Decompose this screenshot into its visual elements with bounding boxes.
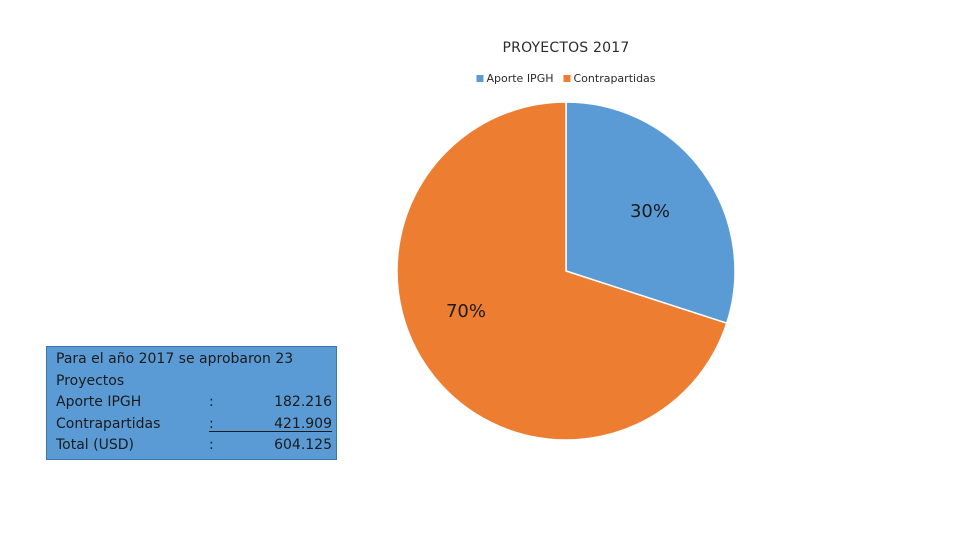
legend-item-aporte: Aporte IPGH: [476, 72, 553, 85]
summary-info-box: Para el año 2017 se aprobaron 23 Proyect…: [46, 346, 337, 460]
data-label-contrapartidas: 70%: [446, 301, 486, 322]
legend-swatch-aporte: [476, 75, 484, 82]
legend-item-contrapartidas: Contrapartidas: [563, 72, 656, 85]
legend-label-contrapartidas: Contrapartidas: [573, 72, 656, 85]
info-label-total: Total (USD): [56, 437, 134, 453]
info-colon-total: :: [209, 437, 214, 453]
info-value-total: 604.125: [274, 437, 332, 453]
pie-slice-contrapartidas: [396, 101, 728, 441]
sum-underline: [209, 430, 332, 432]
info-label-aporte: Aporte IPGH: [56, 394, 142, 410]
pie-slice-aporte: [565, 101, 736, 325]
info-colon-contrapartidas: :: [209, 415, 214, 432]
chart-title: PROYECTOS 2017: [502, 40, 630, 56]
data-label-aporte: 30%: [630, 201, 670, 222]
info-text-line-1: Para el año 2017 se aprobaron 23: [56, 351, 294, 367]
info-label-contrapartidas: Contrapartidas: [56, 415, 161, 432]
info-text-line-2: Proyectos: [56, 372, 125, 389]
info-line-1: Para el año 2017 se aprobaron 23: [56, 349, 336, 371]
legend-swatch-contrapartidas: [563, 75, 571, 82]
info-colon-aporte: :: [209, 394, 214, 410]
info-line-2: Proyectos: [56, 371, 336, 393]
info-row-aporte: Aporte IPGH : 182.216: [56, 392, 336, 414]
legend-label-aporte: Aporte IPGH: [486, 72, 554, 85]
info-value-aporte: 182.216: [274, 394, 332, 410]
chart-legend: Aporte IPGH Contrapartidas: [476, 72, 656, 85]
info-row-total: Total (USD) : 604.125: [56, 435, 336, 457]
info-row-contrapartidas: Contrapartidas : 421.909: [56, 414, 336, 436]
info-value-contrapartidas: 421.909: [274, 415, 332, 432]
